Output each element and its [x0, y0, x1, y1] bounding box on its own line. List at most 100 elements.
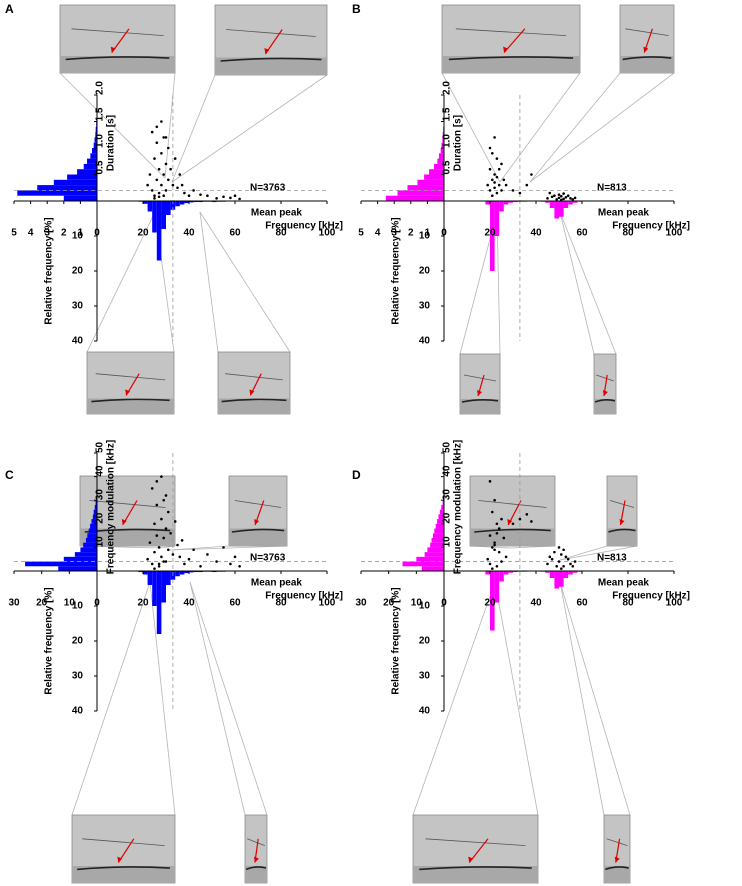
x-axis-label: Mean peak [598, 208, 650, 219]
histogram-bar [442, 137, 444, 143]
histogram-bar [434, 528, 444, 534]
histogram-tick-label: 20 [72, 266, 84, 277]
histogram-bar [212, 571, 217, 573]
y-tick-label: 2.0 [95, 81, 106, 95]
data-point [488, 146, 492, 150]
data-point [548, 191, 552, 195]
data-point [548, 555, 552, 559]
histogram-bar [545, 201, 550, 203]
spectrogram-noise [604, 866, 630, 883]
histogram-bar [485, 571, 490, 575]
connector-line [529, 72, 621, 183]
data-point [160, 475, 163, 478]
data-point [495, 191, 499, 195]
y-tick-label: 10 [442, 536, 453, 548]
connector-line [559, 545, 638, 561]
histogram-bar [499, 201, 504, 212]
y-tick-label: 2.0 [442, 81, 453, 95]
data-point [497, 550, 501, 554]
histogram-bar [80, 547, 97, 553]
data-point [173, 520, 177, 523]
data-point [155, 480, 159, 483]
x-tick-label: 100 [319, 228, 336, 239]
histogram-tick-label: 30 [355, 598, 367, 609]
histogram-bar [152, 571, 157, 606]
call-trace [419, 866, 532, 871]
histogram-bar [559, 571, 564, 587]
data-point [569, 197, 572, 200]
panel-label: A [5, 2, 14, 16]
histogram-bar [499, 571, 504, 582]
histogram-tick-label: 10 [419, 601, 431, 612]
connector-line [71, 581, 151, 816]
data-point [530, 173, 533, 176]
data-point [238, 197, 241, 201]
histogram-axis-label: Relative frequency [%] [391, 587, 402, 694]
data-point [150, 130, 154, 134]
histogram-bar [568, 201, 573, 205]
data-point [160, 555, 163, 559]
histogram-bar [421, 566, 444, 571]
x-tick-label: 20 [484, 228, 496, 239]
x-tick-label: 80 [275, 598, 287, 609]
y-tick-label: 20 [442, 512, 453, 524]
call-trace [77, 866, 170, 871]
x-tick-label: 20 [137, 228, 149, 239]
histogram-bar [554, 571, 559, 589]
data-point [206, 194, 209, 197]
arrow-head [614, 856, 620, 863]
data-point [571, 198, 575, 201]
data-point [162, 194, 165, 197]
data-point [167, 146, 170, 150]
histogram-bar [179, 201, 185, 205]
call-trace [474, 528, 551, 533]
histogram-bar [184, 201, 189, 204]
spectrogram-noise [442, 56, 580, 73]
histogram-bar [93, 142, 97, 148]
histogram-bar [166, 571, 171, 585]
connector-line [199, 211, 291, 353]
data-point [564, 195, 568, 199]
data-point [486, 183, 490, 187]
histogram-tick-label: 3 [391, 228, 397, 239]
data-point [160, 183, 163, 187]
histogram-bar [424, 552, 444, 557]
data-point [173, 157, 177, 160]
arrow-head [264, 48, 270, 54]
data-point [178, 173, 182, 176]
histogram-bar [417, 179, 444, 186]
call-trace [478, 500, 547, 508]
histogram-tick-label: 20 [419, 266, 431, 277]
data-point [500, 162, 503, 166]
data-point [155, 141, 159, 144]
call-trace [65, 56, 170, 61]
connector-line [559, 211, 595, 355]
histogram-bar [430, 542, 444, 548]
histogram-axis-label: Relative frequency [%] [44, 217, 55, 324]
data-point [488, 167, 492, 171]
data-point [497, 183, 501, 187]
histogram-bar [212, 201, 217, 203]
y-tick-label: 20 [95, 512, 106, 524]
histogram-bar [175, 201, 180, 207]
histogram-bar [179, 571, 185, 575]
data-point [491, 178, 494, 182]
data-point [160, 517, 163, 521]
call-trace [463, 374, 497, 382]
y-tick-label: 0.5 [442, 160, 453, 174]
data-point [560, 567, 563, 570]
arrow-head [125, 389, 131, 396]
call-trace [625, 28, 669, 36]
histogram-bar [90, 153, 97, 159]
data-point [500, 189, 503, 192]
data-point [497, 167, 501, 171]
connector-line [189, 581, 246, 816]
histogram-bar [490, 201, 495, 271]
data-point [511, 189, 515, 192]
data-point [557, 546, 561, 549]
histogram-tick-label: 4 [375, 228, 381, 239]
sample-size: N=3763 [250, 553, 286, 564]
data-point [162, 498, 165, 502]
data-point [206, 553, 209, 556]
data-point [162, 173, 165, 176]
